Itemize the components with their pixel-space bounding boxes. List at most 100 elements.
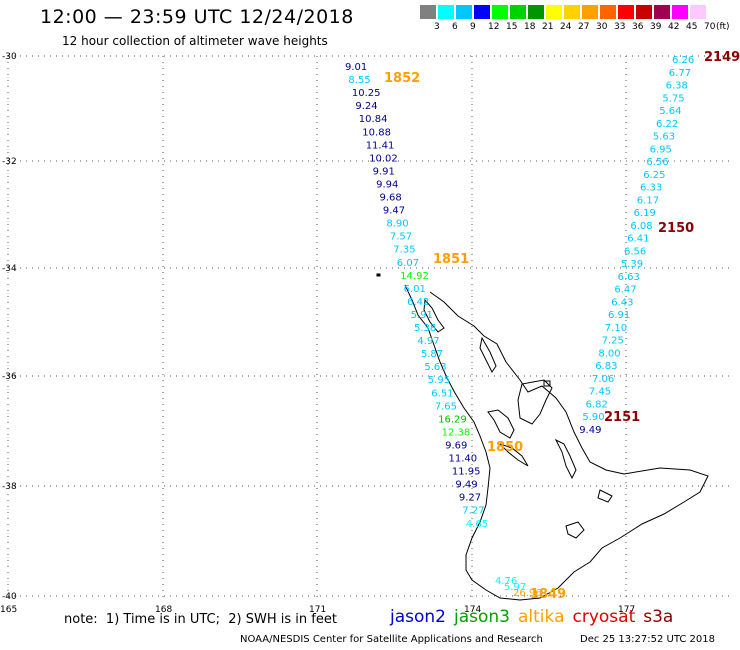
swh-value-west-track: 7.57 [390, 232, 412, 243]
swh-value-west-track: 9.68 [380, 193, 402, 204]
colorbar-unit: (ft) [716, 22, 730, 32]
colorbar-label: 39 [650, 22, 662, 32]
colorbar-label: 9 [470, 22, 476, 32]
hawke-bay [565, 521, 585, 539]
swh-value-west-track: 9.69 [445, 441, 467, 452]
swh-value-west-track: 8.90 [386, 219, 408, 230]
three-kings-island [376, 273, 381, 277]
pass-time-label: 2150 [658, 221, 694, 236]
swh-value-west-track: 5.38 [414, 323, 436, 334]
colorbar-label: 3 [434, 22, 440, 32]
swh-value-south-track: 26.96 [513, 588, 542, 599]
swh-value-west-track: 11.95 [452, 467, 481, 478]
generated-timestamp: Dec 25 13:27:52 UTC 2018 [580, 634, 715, 645]
swh-value-west-track: 9.24 [355, 101, 377, 112]
satellite-legend: jason2 jason3 altika cryosat s3a [390, 607, 681, 627]
swh-value-east-track: 5.64 [659, 106, 681, 117]
latitude-label: -36 [2, 372, 17, 382]
longitude-label: 174 [464, 605, 481, 615]
swh-value-west-track: 9.94 [376, 179, 398, 190]
swh-value-east-track: 7.06 [592, 374, 614, 385]
swh-value-east-track: 8.00 [598, 348, 620, 359]
swh-value-east-track: 7.45 [589, 387, 611, 398]
colorbar-label: 70 [704, 22, 716, 32]
colorbar-label: 30 [596, 22, 608, 32]
swh-value-west-track: 14.92 [400, 271, 429, 282]
colorbar-swatch [492, 5, 508, 19]
coromandel-peninsula [517, 379, 553, 425]
swh-value-east-track: 6.17 [637, 195, 659, 206]
pass-time-label: 1852 [384, 71, 420, 86]
swh-value-east-track: 6.33 [640, 183, 662, 194]
pass-time-label: 1851 [433, 252, 469, 267]
swh-value-east-track: 6.56 [624, 246, 646, 257]
swh-value-west-track: 10.88 [362, 127, 391, 138]
swh-value-west-track: 9.91 [373, 166, 395, 177]
colorbar-swatch [510, 5, 526, 19]
swh-value-west-track: 5.63 [424, 362, 446, 373]
mid-inlet [479, 336, 497, 373]
legend-entry-cryosat: cryosat [572, 607, 636, 627]
colorbar-swatch [582, 5, 598, 19]
altimeter-tracks: 9.01 8.55 10.25 9.24 10.84 10.88 11.41 10.02 9.9… [345, 55, 694, 599]
swh-value-west-track: 10.25 [352, 88, 381, 99]
colorbar-label: 6 [452, 22, 458, 32]
latitude-label: -40 [2, 592, 17, 602]
east-cape [597, 489, 613, 503]
colorbar-swatch [618, 5, 634, 19]
units-note: note: 1) Time is in UTC; 2) SWH is in fe… [64, 612, 337, 627]
swh-value-east-track: 9.49 [579, 425, 601, 436]
swh-value-east-track: 6.08 [630, 221, 652, 232]
colorbar-label: 36 [632, 22, 644, 32]
swh-value-west-track: 11.41 [366, 140, 395, 151]
lat-lon-grid: -30 -32 -34 -36 -38 -40 165 168 171 174 177 [0, 52, 732, 615]
swh-value-west-track: 10.84 [359, 114, 388, 125]
map-title: 12:00 — 23:59 UTC 12/24/2018 [40, 6, 354, 28]
pass-time-label: 2149 [704, 50, 740, 65]
bay-of-plenty [499, 443, 529, 467]
swh-value-east-track: 6.47 [614, 285, 636, 296]
pass-time-label: 1850 [487, 440, 523, 455]
colorbar-swatch [636, 5, 652, 19]
colorbar-label: 24 [560, 22, 572, 32]
map-subtitle: 12 hour collection of altimeter wave hei… [62, 34, 328, 48]
swh-value-west-track: 7.27 [462, 506, 484, 517]
swh-value-east-track: 6.38 [666, 81, 688, 92]
colorbar-label: 45 [686, 22, 698, 32]
swh-value-east-track: 6.56 [646, 157, 668, 168]
swh-value-west-track: 6.42 [407, 297, 429, 308]
swh-value-west-track: 4.65 [466, 519, 488, 530]
colorbar-swatch [564, 5, 580, 19]
swh-value-west-track: 6.01 [404, 284, 426, 295]
legend-entry-jason3: jason3 [454, 607, 510, 627]
swh-value-east-track: 6.25 [643, 170, 665, 181]
swh-value-east-track: 6.41 [627, 234, 649, 245]
swh-value-east-track: 5.63 [653, 132, 675, 143]
colorbar-swatch [654, 5, 670, 19]
swh-value-west-track: 9.47 [383, 206, 405, 217]
swh-value-east-track: 6.83 [595, 361, 617, 372]
swh-value-west-track: 5.95 [428, 375, 450, 386]
swh-value-south-track: 4.76 [495, 576, 517, 587]
pass-time-label: 2151 [604, 410, 640, 425]
swh-value-east-track: 6.19 [634, 208, 656, 219]
time-labels: 1852 1851 1850 1849 2149 2150 2151 [384, 50, 740, 602]
colorbar-swatch [420, 5, 436, 19]
colorbar-swatch [600, 5, 616, 19]
colorbar-label: 12 [488, 22, 500, 32]
swh-value-east-track: 6.26 [672, 55, 694, 66]
credit-line: NOAA/NESDIS Center for Satellite Applica… [240, 634, 543, 645]
swh-value-west-track: 7.35 [393, 245, 415, 256]
swh-value-east-track: 7.25 [602, 336, 624, 347]
swh-value-west-track: 10.02 [369, 153, 398, 164]
colorbar-swatch [528, 5, 544, 19]
legend-entry-jason2: jason2 [390, 607, 446, 627]
colorbar-label: 21 [542, 22, 554, 32]
swh-value-west-track: 16.29 [438, 414, 467, 425]
colorbar-swatch [672, 5, 688, 19]
swh-value-east-track: 6.95 [650, 144, 672, 155]
colorbar-swatch [438, 5, 454, 19]
colorbar-label: 27 [578, 22, 590, 32]
colorbar-swatch [690, 5, 706, 19]
